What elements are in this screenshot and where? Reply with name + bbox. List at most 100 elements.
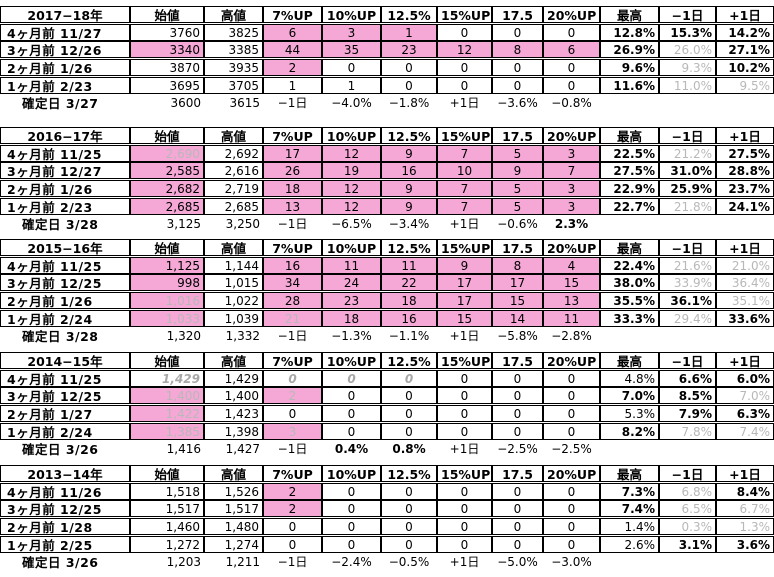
column-header-minus1[interactable]: −1日 <box>659 239 716 256</box>
settlement-cell-open[interactable]: 3,125 <box>166 216 201 231</box>
cell-minus1[interactable]: 21.6% <box>659 256 716 274</box>
cell-up20[interactable]: 15 <box>543 274 600 292</box>
settlement-cell-up20[interactable]: −3.0% <box>551 554 592 569</box>
column-header-open[interactable]: 始値 <box>130 465 204 482</box>
settlement-cell-up20[interactable]: −2.8% <box>551 328 592 343</box>
settlement-cell-high[interactable]: 1,427 <box>225 441 260 456</box>
column-header-up7[interactable]: 7%UP <box>263 465 322 482</box>
cell-up12_5[interactable]: 18 <box>381 292 437 310</box>
cell-up10[interactable]: 24 <box>322 274 381 292</box>
settlement-cell-up10[interactable]: −6.5% <box>331 216 372 231</box>
column-header-up17_5[interactable]: 17.5 <box>492 6 543 23</box>
cell-up15[interactable]: 15 <box>437 309 492 327</box>
cell-up15[interactable]: 0 <box>437 387 492 405</box>
cell-plus1[interactable]: 23.7% <box>716 180 774 198</box>
cell-minus1[interactable]: 21.2% <box>659 144 716 162</box>
cell-max[interactable]: 27.5% <box>600 162 659 180</box>
cell-up12_5[interactable]: 0 <box>381 369 437 387</box>
cell-plus1[interactable]: 1.3% <box>716 518 774 536</box>
cell-up17_5[interactable]: 17 <box>492 274 543 292</box>
cell-up7[interactable]: 2 <box>263 387 322 405</box>
settlement-cell-up17_5[interactable]: −5.8% <box>497 328 538 343</box>
column-header-up7[interactable]: 7%UP <box>263 6 322 23</box>
cell-open[interactable]: 998 <box>130 274 204 292</box>
column-header-up7[interactable]: 7%UP <box>263 352 322 369</box>
cell-high[interactable]: 1,429 <box>204 369 263 387</box>
cell-high[interactable]: 1,022 <box>204 292 263 310</box>
cell-up7[interactable]: 2 <box>263 59 322 77</box>
cell-plus1[interactable]: 35.1% <box>716 292 774 310</box>
settlement-cell-up12_5[interactable]: 0.8% <box>392 441 426 456</box>
cell-up20[interactable]: 0 <box>543 500 600 518</box>
cell-up20[interactable]: 0 <box>543 405 600 423</box>
cell-plus1[interactable]: 8.4% <box>716 482 774 500</box>
cell-up17_5[interactable]: 0 <box>492 405 543 423</box>
cell-minus1[interactable]: 26.0% <box>659 41 716 59</box>
cell-open[interactable]: 1,125 <box>130 256 204 274</box>
cell-up12_5[interactable]: 23 <box>381 41 437 59</box>
settlement-cell-up12_5[interactable]: −1.8% <box>388 95 430 110</box>
column-header-max[interactable]: 最高 <box>600 352 659 369</box>
cell-up10[interactable]: 0 <box>322 59 381 77</box>
column-header-up17_5[interactable]: 17.5 <box>492 465 543 482</box>
row-label[interactable]: 1ヶ月前 2/24 <box>0 422 130 440</box>
cell-up15[interactable]: 7 <box>437 180 492 198</box>
cell-up15[interactable]: 0 <box>437 23 492 41</box>
cell-up12_5[interactable]: 0 <box>381 405 437 423</box>
cell-up10[interactable]: 19 <box>322 162 381 180</box>
cell-max[interactable]: 7.0% <box>600 387 659 405</box>
cell-open[interactable]: 1,422 <box>130 405 204 423</box>
cell-up10[interactable]: 0 <box>322 500 381 518</box>
column-header-up15[interactable]: 15%UP <box>437 239 492 256</box>
cell-up7[interactable]: 18 <box>263 180 322 198</box>
cell-up12_5[interactable]: 0 <box>381 535 437 553</box>
settlement-cell-up15[interactable]: +1日 <box>449 95 480 110</box>
cell-high[interactable]: 2,616 <box>204 162 263 180</box>
row-label[interactable]: 4ヶ月前 11/25 <box>0 369 130 387</box>
cell-open[interactable]: 2,682 <box>130 180 204 198</box>
row-label[interactable]: 2ヶ月前 1/27 <box>0 405 130 423</box>
cell-up20[interactable]: 0 <box>543 387 600 405</box>
cell-open[interactable]: 2,685 <box>130 197 204 215</box>
column-header-up12_5[interactable]: 12.5% <box>381 239 437 256</box>
cell-minus1[interactable]: 7.9% <box>659 405 716 423</box>
cell-plus1[interactable]: 6.3% <box>716 405 774 423</box>
cell-plus1[interactable]: 10.2% <box>716 59 774 77</box>
cell-high[interactable]: 1,039 <box>204 309 263 327</box>
cell-high[interactable]: 1,517 <box>204 500 263 518</box>
cell-up17_5[interactable]: 8 <box>492 256 543 274</box>
column-header-up17_5[interactable]: 17.5 <box>492 352 543 369</box>
cell-plus1[interactable]: 27.5% <box>716 144 774 162</box>
column-header-up20[interactable]: 20%UP <box>543 239 600 256</box>
cell-plus1[interactable]: 3.6% <box>716 535 774 553</box>
cell-up15[interactable]: 7 <box>437 197 492 215</box>
cell-max[interactable]: 2.6% <box>600 535 659 553</box>
row-label[interactable]: 1ヶ月前 2/23 <box>0 76 130 94</box>
cell-minus1[interactable]: 21.8% <box>659 197 716 215</box>
cell-up7[interactable]: 6 <box>263 23 322 41</box>
row-label[interactable]: 4ヶ月前 11/25 <box>0 144 130 162</box>
cell-up7[interactable]: 44 <box>263 41 322 59</box>
column-header-up20[interactable]: 20%UP <box>543 6 600 23</box>
column-header-up12_5[interactable]: 12.5% <box>381 6 437 23</box>
cell-max[interactable]: 8.2% <box>600 422 659 440</box>
settlement-cell-open[interactable]: 1,320 <box>166 328 201 343</box>
cell-max[interactable]: 22.7% <box>600 197 659 215</box>
cell-up10[interactable]: 23 <box>322 292 381 310</box>
row-label[interactable]: 2ヶ月前 1/26 <box>0 180 130 198</box>
cell-open[interactable]: 2,585 <box>130 162 204 180</box>
settlement-cell-up10[interactable]: −4.0% <box>331 95 372 110</box>
row-label[interactable]: 4ヶ月前 11/25 <box>0 256 130 274</box>
cell-up17_5[interactable]: 9 <box>492 162 543 180</box>
settlement-cell-up17_5[interactable]: −5.0% <box>497 554 538 569</box>
settlement-cell-high[interactable]: 1,332 <box>225 328 260 343</box>
cell-high[interactable]: 3385 <box>204 41 263 59</box>
cell-up15[interactable]: 9 <box>437 256 492 274</box>
cell-up10[interactable]: 0 <box>322 422 381 440</box>
cell-minus1[interactable]: 3.1% <box>659 535 716 553</box>
year-header[interactable]: 2013−14年 <box>0 465 130 482</box>
row-label[interactable]: 3ヶ月前 12/25 <box>0 387 130 405</box>
cell-minus1[interactable]: 36.1% <box>659 292 716 310</box>
year-header[interactable]: 2017−18年 <box>0 6 130 23</box>
cell-up20[interactable]: 0 <box>543 535 600 553</box>
